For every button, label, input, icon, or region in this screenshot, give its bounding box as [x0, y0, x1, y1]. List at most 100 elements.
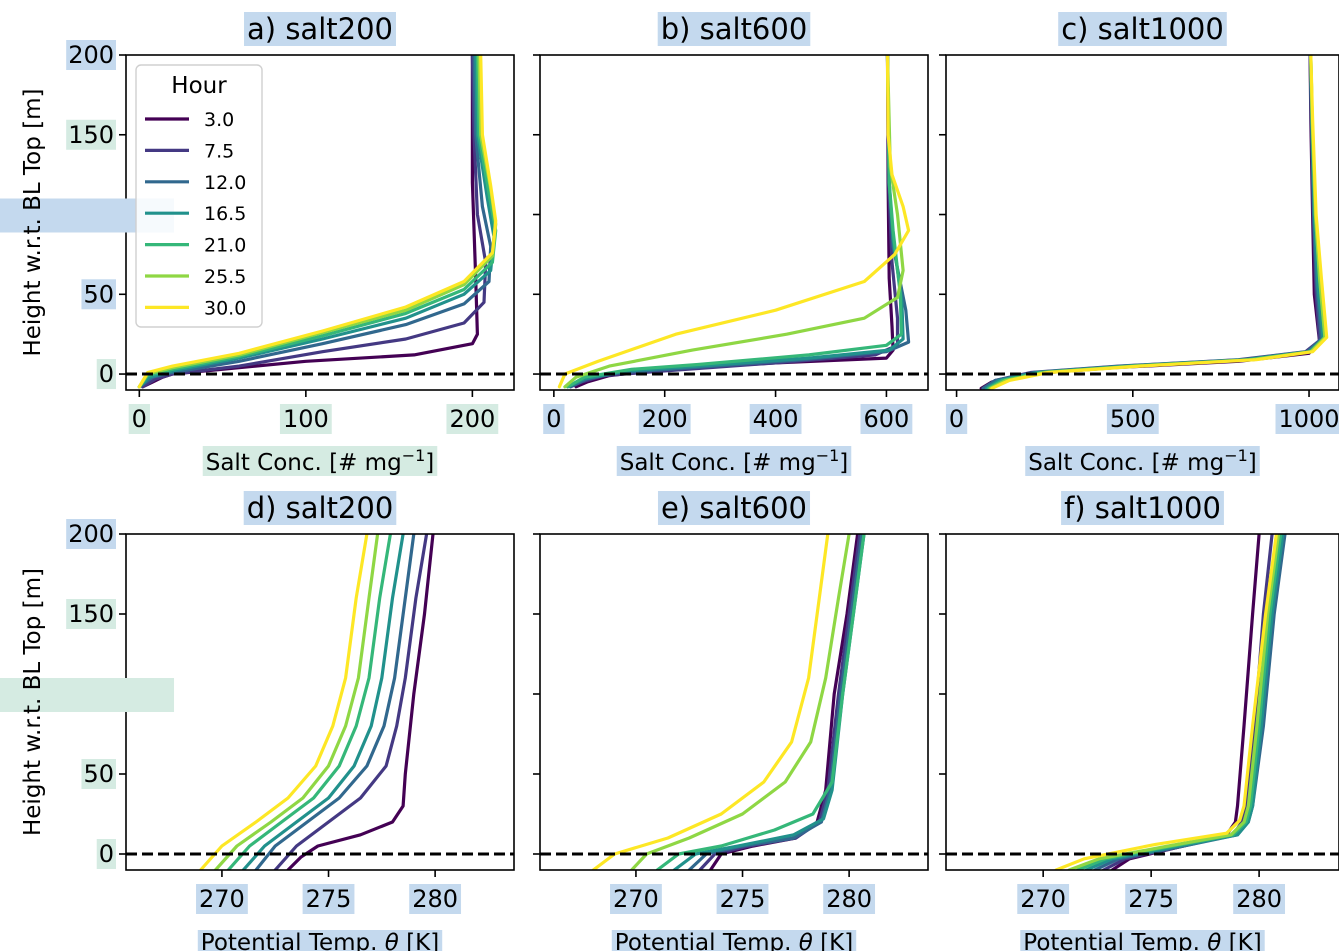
series-line-21.0	[655, 534, 866, 870]
legend-entry-label: 12.0	[204, 172, 246, 194]
label-highlight	[543, 404, 565, 434]
label-highlight	[657, 12, 811, 46]
panel-f: 270 275 280 Potential Temp. θ [K] f) salt100…	[939, 491, 1339, 951]
label-highlight	[96, 359, 116, 390]
series-line-12.0	[254, 534, 416, 870]
y-tick-label: 200	[68, 520, 114, 548]
series-line-21.0	[986, 55, 1327, 390]
label-highlight	[244, 12, 396, 46]
label-highlight	[945, 404, 968, 434]
series-line-30.0	[591, 534, 830, 870]
series-line-12.0	[568, 55, 911, 389]
series-line-16.5	[137, 55, 496, 389]
y-tick-label: 50	[83, 760, 114, 788]
x-tick-label: 280	[412, 885, 458, 913]
label-highlight	[860, 404, 913, 434]
x-tick-label: 275	[720, 885, 766, 913]
x-tick-label: 100	[283, 405, 329, 433]
series-line-21.0	[566, 55, 904, 389]
series-line-30.0	[990, 55, 1329, 390]
legend-entry-label: 21.0	[204, 235, 246, 257]
y-tick-label: 0	[99, 360, 114, 388]
label-highlight	[81, 279, 116, 310]
legend: Hour 3.0 7.5 12.0 16.5 21.0 25.5 30.0	[135, 64, 263, 328]
label-highlight	[610, 884, 662, 914]
series-line-25.5	[988, 55, 1327, 390]
series-line-16.5	[984, 55, 1325, 390]
label-highlight	[243, 491, 397, 525]
label-highlight	[1025, 446, 1260, 476]
series-group	[199, 534, 435, 870]
series-group	[979, 55, 1329, 390]
label-highlight	[302, 884, 355, 914]
label-highlight	[1058, 12, 1227, 46]
series-line-3.0	[979, 55, 1322, 390]
x-tick-label: 0	[132, 405, 147, 433]
series-line-30.0	[557, 55, 911, 389]
label-highlight	[638, 404, 691, 434]
series-line-21.0	[226, 534, 392, 870]
series-line-7.5	[141, 55, 488, 389]
x-axis-label: Potential Temp. θ [K]	[201, 930, 439, 951]
label-highlight	[1020, 930, 1265, 951]
x-axis-label: Potential Temp. θ [K]	[1023, 930, 1261, 951]
x-tick-label: 270	[199, 885, 245, 913]
y-tick-label: 150	[68, 121, 114, 149]
series-group	[591, 534, 866, 870]
series-line-3.0	[574, 55, 895, 389]
label-highlight	[616, 446, 852, 476]
axes-frame	[125, 533, 515, 871]
label-highlight	[196, 884, 248, 914]
series-line-7.5	[698, 534, 862, 870]
panel-title: d) salt200	[247, 491, 394, 525]
panel-e: 270 275 280 Potential Temp. θ [K] e) salt600	[533, 491, 929, 951]
x-tick-label: 270	[613, 885, 659, 913]
series-line-12.0	[981, 55, 1324, 390]
legend-box	[135, 64, 263, 328]
series-group	[557, 55, 911, 389]
x-axis-label: Salt Conc. [# mg−1​]	[1028, 446, 1257, 476]
label-highlight	[446, 404, 499, 434]
legend-title: Hour	[171, 73, 227, 99]
series-line-16.5	[241, 534, 405, 870]
panel-b: 0 200 400 600 Salt Conc. [# mg−1​] b) salt600	[533, 12, 929, 476]
series-line-3.0	[286, 534, 435, 870]
y-tick-label: 50	[83, 280, 114, 308]
axes-frame	[539, 533, 929, 871]
x-tick-label: 275	[306, 885, 352, 913]
label-highlight	[66, 119, 116, 150]
panel-c: 0 500 1000 Salt Conc. [# mg−1​] c) salt1000	[939, 12, 1339, 476]
label-highlight	[96, 839, 116, 869]
label-highlight	[749, 404, 802, 434]
axes-frame	[539, 54, 929, 391]
label-highlight	[823, 884, 876, 914]
label-highlight	[279, 404, 332, 434]
y-axis-label: Height w.r.t. BL Top [m]	[20, 568, 46, 836]
label-highlight	[657, 491, 811, 525]
label-highlight	[409, 884, 462, 914]
x-tick-label: 500	[1110, 405, 1156, 433]
series-line-7.5	[983, 55, 1322, 390]
x-tick-label: 200	[449, 405, 495, 433]
legend-entry-label: 30.0	[204, 297, 246, 319]
legend-entry-label: 16.5	[204, 203, 246, 225]
label-highlight	[66, 599, 116, 629]
x-tick-label: 200	[642, 405, 688, 433]
label-highlight	[66, 40, 116, 70]
y-tick-label: 150	[68, 600, 114, 628]
label-highlight	[1233, 884, 1286, 914]
label-highlight	[202, 446, 438, 476]
panel-title: e) salt600	[661, 491, 807, 525]
y-tick-label: 0	[99, 840, 114, 868]
y-axis-label: Height w.r.t. BL Top [m]	[20, 88, 46, 356]
series-line-30.0	[137, 55, 498, 389]
panel-title: c) salt1000	[1061, 12, 1224, 46]
label-highlight	[1106, 404, 1159, 434]
series-line-16.5	[566, 55, 905, 389]
x-tick-label: 400	[753, 405, 799, 433]
x-tick-label: 275	[1128, 885, 1174, 913]
y-tick-label: 200	[68, 41, 114, 69]
x-axis-label: Potential Temp. θ [K]	[615, 930, 853, 951]
x-tick-label: 0	[949, 405, 964, 433]
